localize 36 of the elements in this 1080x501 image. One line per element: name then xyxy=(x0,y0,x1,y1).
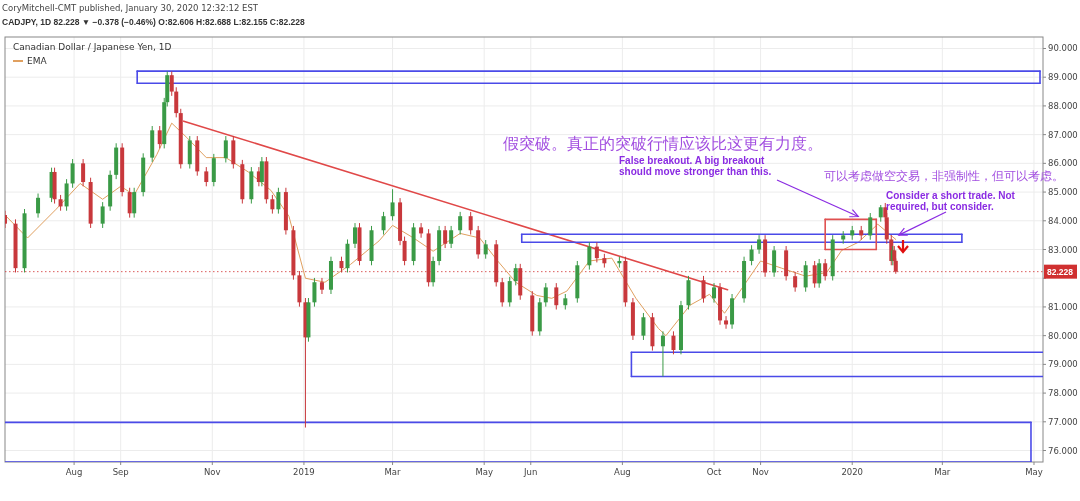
y-tick-label: 80.000 xyxy=(1048,330,1078,341)
y-tick-label: 77.000 xyxy=(1048,416,1078,427)
x-tick-label: Nov xyxy=(752,467,769,477)
legend-label: EMA xyxy=(27,56,48,66)
y-tick-label: 78.000 xyxy=(1048,388,1078,399)
x-tick-label: Jun xyxy=(523,467,538,477)
y-tick-label: 85.000 xyxy=(1048,187,1078,198)
y-tick-label: 87.000 xyxy=(1048,129,1078,140)
y-tick-label: 86.000 xyxy=(1048,158,1078,169)
text: CADJPY, 1D 82.228 ▼ −0.378 (−0.46%) O:82.606 H:82.688 L:82.155 C:82.228 xyxy=(2,17,306,27)
x-tick-label: Oct xyxy=(706,467,723,477)
annotation: Consider a short trade. Not required, but consider. xyxy=(886,190,1016,212)
x-tick-label: 2019 xyxy=(293,467,315,477)
ref-line-label: 82.228 xyxy=(1047,266,1074,277)
text: Canadian Dollar / Japanese Yen, 1D xyxy=(13,42,172,52)
x-tick-label: Mar xyxy=(934,467,951,477)
x-tick-label: Mar xyxy=(384,467,402,477)
y-tick-label: 89.000 xyxy=(1048,72,1078,83)
x-tick-label: Aug xyxy=(65,467,83,477)
y-tick-label: 88.000 xyxy=(1048,100,1078,111)
annotation: False breakout. A big breakout should move stronger than this. xyxy=(619,155,772,177)
x-tick-label: Nov xyxy=(204,467,221,477)
y-tick-label: 84.000 xyxy=(1048,215,1078,226)
y-tick-label: 83.000 xyxy=(1048,244,1078,255)
x-tick-label: Sep xyxy=(112,467,129,477)
annotation: 假突破。真正的突破行情应该比这更有力度。 xyxy=(503,134,823,153)
text: CoryMitchell-CMT published, January 30, 2020 12:32:12 EST xyxy=(2,3,259,13)
x-tick-label: May xyxy=(475,467,493,477)
x-tick-label: Aug xyxy=(614,467,631,477)
x-tick-label: 2020 xyxy=(841,467,864,477)
y-tick-label: 81.000 xyxy=(1048,301,1078,312)
y-tick-label: 79.000 xyxy=(1048,359,1078,370)
x-tick-label: May xyxy=(1025,467,1043,477)
y-tick-label: 76.000 xyxy=(1048,445,1078,456)
annotation: 可以考虑做空交易，非强制性，但可以考虑。 xyxy=(824,169,1064,183)
y-tick-label: 90.000 xyxy=(1048,43,1078,54)
